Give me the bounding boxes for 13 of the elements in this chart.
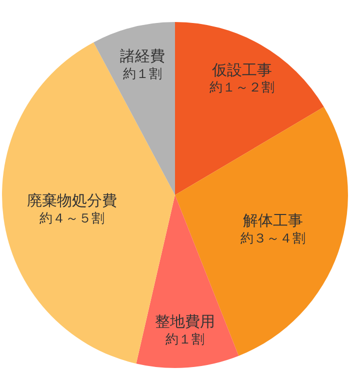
pie-slice [175, 22, 324, 195]
slice-label: 廃棄物処分費 [27, 192, 118, 210]
data-label: 約１割 [122, 66, 162, 82]
data-label: 約１～２割 [209, 80, 274, 96]
data-label: 約１割 [166, 332, 205, 348]
pie-slice [136, 195, 239, 368]
pie-slice [94, 22, 175, 195]
slice-label: 諸経費 [120, 47, 165, 66]
slice-label: 仮設工事 [210, 60, 272, 79]
data-label: 約３～４割 [240, 232, 306, 247]
slice-label: 整地費用 [155, 312, 216, 331]
data-label: 約４～５割 [40, 212, 105, 227]
slice-label: 解体工事 [243, 212, 304, 230]
